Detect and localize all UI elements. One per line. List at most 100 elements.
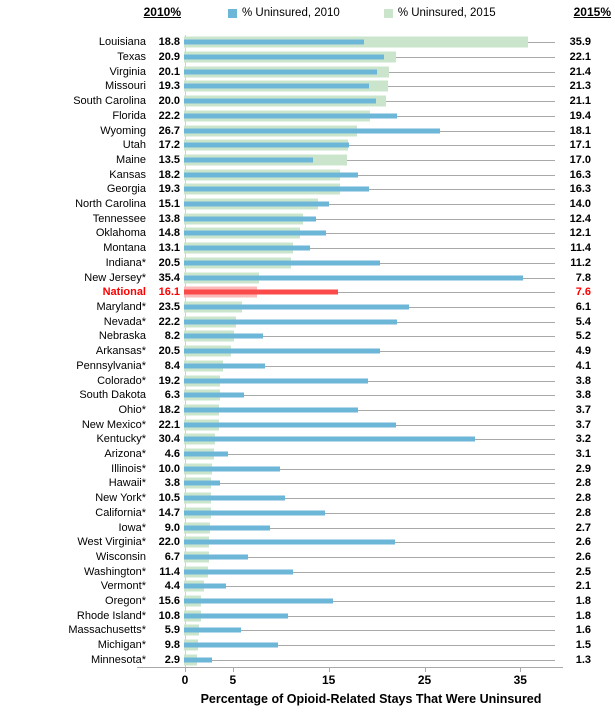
bar-cell [184,564,555,579]
value-2010: 22.1 [158,418,180,431]
state-label: Nebraska [98,330,146,343]
state-label: Massachusetts* [68,624,146,637]
state-row: Oregon* 15.6 1.8 [0,594,615,609]
bar-2010 [184,39,365,45]
bar-2010 [184,598,334,604]
value-2015: 21.4 [569,65,591,78]
x-tick [232,668,234,672]
value-2015: 18.1 [569,124,591,137]
value-2015: 22.1 [569,51,591,64]
legend: % Uninsured, 2010 % Uninsured, 2015 [228,7,496,19]
bar-2010 [184,642,278,648]
state-label: North Carolina [75,198,146,211]
bar-2010 [184,304,410,310]
leader-line [369,115,555,117]
leader-line [299,233,555,235]
value-2015: 16.3 [569,168,591,181]
value-2015: 1.6 [575,624,591,637]
bar-cell [184,608,555,623]
value-2010: 8.2 [164,330,180,343]
value-2010: 22.0 [158,536,180,549]
state-row: West Virginia* 22.0 2.6 [0,535,615,550]
state-row: Kansas 18.2 16.3 [0,167,615,182]
value-2015: 2.1 [575,580,591,593]
x-tick [328,668,330,672]
value-2015: 4.9 [575,345,591,358]
state-label: Georgia [106,183,146,196]
bar-cell [184,388,555,403]
state-label: Utah [122,139,146,152]
state-label: Kentucky* [96,433,146,446]
plot-area: Louisiana 18.8 35.9 Texas 20.9 22.1 Virg… [0,35,615,667]
value-2010: 17.2 [158,139,180,152]
state-label: New York* [95,492,146,505]
state-label: Montana [103,242,146,255]
bar-2010 [184,422,396,428]
value-2015: 1.8 [575,595,591,608]
value-2010: 35.4 [158,271,180,284]
value-2010: 13.8 [158,212,180,225]
state-label: Arkansas* [95,345,146,358]
state-label: Arizona* [104,448,146,461]
state-row: Rhode Island* 10.8 1.8 [0,608,615,623]
x-tick-label: 5 [229,673,237,687]
bar-2010 [184,392,245,398]
value-2010: 23.5 [158,301,180,313]
leader-line [208,556,555,558]
bar-cell [184,623,555,638]
bar-2010 [184,569,294,575]
value-2015: 7.6 [575,286,591,299]
state-row: National 16.1 7.6 [0,285,615,300]
value-2015: 2.8 [575,477,591,490]
state-label: Oregon* [105,595,146,608]
leader-line [201,615,555,617]
state-label: Hawaii* [108,477,146,490]
leader-line [230,351,555,353]
value-2015: 4.1 [575,359,591,372]
state-row: Kentucky* 30.4 3.2 [0,432,615,447]
value-2010: 6.7 [164,550,180,563]
bar-2010 [184,583,227,589]
bar-2010 [184,216,317,222]
state-row: Nevada* 22.2 5.4 [0,314,615,329]
leader-line [233,336,555,338]
bar-2010 [184,466,280,472]
state-label: Illinois* [111,462,146,475]
leader-line [357,130,555,132]
bar-2010 [184,348,381,354]
bar-cell [184,226,555,241]
state-label: National [102,286,146,299]
value-2010: 10.0 [158,462,180,475]
state-row: Arizona* 4.6 3.1 [0,447,615,462]
state-row: South Dakota 6.3 3.8 [0,388,615,403]
bar-cell [184,461,555,476]
state-label: New Jersey* [84,271,146,284]
state-label: California* [95,506,146,519]
bar-cell [184,109,555,124]
bar-cell [184,153,555,168]
value-2010: 18.2 [158,168,180,181]
leader-line [302,218,555,220]
state-label: Maryland* [96,301,146,313]
bar-cell [184,211,555,226]
leader-line [196,659,555,661]
leader-line [340,174,555,176]
value-2010: 30.4 [158,433,180,446]
state-row: Florida 22.2 19.4 [0,109,615,124]
bar-2010 [184,554,249,560]
bar-cell [184,432,555,447]
state-label: Rhode Island* [76,609,146,622]
leader-line [211,468,555,470]
bar-cell [184,491,555,506]
state-label: South Carolina [73,95,146,108]
value-2015: 3.8 [575,389,591,402]
bar-cell [184,594,555,609]
x-axis-title: Percentage of Opioid-Related Stays That … [200,692,542,706]
state-label: Texas [117,51,146,64]
bar-cell [184,241,555,256]
value-2015: 2.8 [575,506,591,519]
x-axis-line [137,667,563,668]
bar-2010 [184,157,314,163]
state-row: Colorado* 19.2 3.8 [0,373,615,388]
bar-cell [184,476,555,491]
